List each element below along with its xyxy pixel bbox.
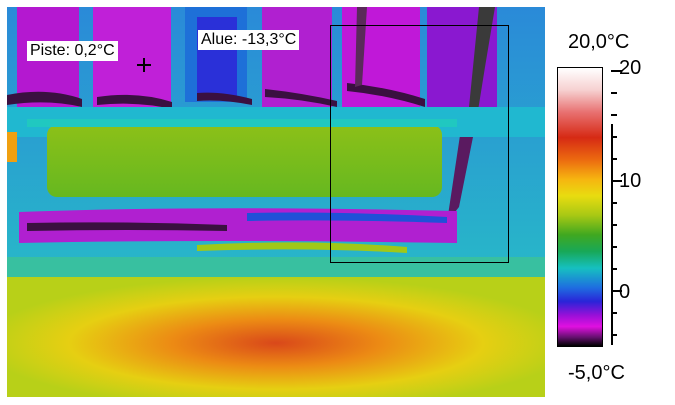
scale-tick [611, 312, 617, 314]
scale-tick [611, 246, 617, 248]
cold-edge [27, 222, 227, 231]
color-scale-bar [557, 67, 603, 347]
thermal-image: Piste: 0,2°C Alue: -13,3°C [7, 7, 545, 397]
pipe-band [197, 242, 407, 253]
cold-edge [197, 92, 252, 105]
radiator [47, 125, 442, 197]
cold-edge [467, 7, 495, 127]
scale-tick [611, 92, 617, 94]
scale-tick [611, 268, 617, 270]
warm-edge [7, 132, 17, 162]
floor-region [7, 277, 545, 397]
scale-tick [611, 180, 622, 182]
cold-edge [347, 83, 425, 107]
scale-tick [611, 158, 617, 160]
measurement-area-box [330, 25, 509, 263]
scale-max-label: 20,0°C [568, 31, 630, 53]
pipe-band [247, 212, 447, 223]
scale-tick [611, 290, 622, 292]
scale-tick-axis [611, 67, 631, 347]
scale-tick-label: 10 [619, 170, 642, 192]
scale-tick [611, 70, 622, 72]
scale-span-line [611, 124, 613, 345]
scale-tick [611, 224, 617, 226]
frame-band [27, 119, 457, 127]
scale-tick [611, 114, 617, 116]
scale-tick [611, 334, 617, 336]
scale-tick-label: 20 [619, 57, 642, 79]
cold-edge [97, 94, 172, 109]
scale-tick [611, 202, 617, 204]
thermal-scene [7, 7, 545, 397]
area-label: Alue: -13,3°C [198, 30, 300, 50]
cold-edge [447, 117, 477, 222]
crosshair-icon [137, 58, 151, 72]
scale-tick [611, 136, 617, 138]
cold-edge [265, 89, 337, 107]
spot-label: Piste: 0,2°C [27, 41, 118, 61]
cold-edge [355, 7, 367, 87]
window-pane [197, 17, 237, 97]
scale-tick-label: 0 [619, 281, 631, 303]
scale-min-label: -5,0°C [568, 362, 625, 384]
cold-edge [7, 91, 82, 107]
